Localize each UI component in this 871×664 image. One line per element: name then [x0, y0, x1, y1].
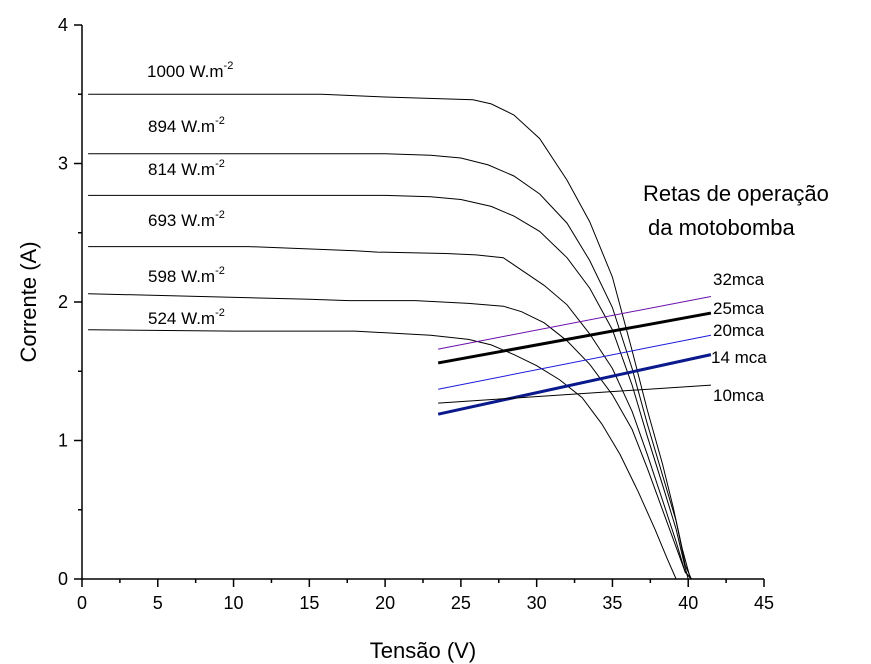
annotation-line-1: Retas de operação	[643, 181, 829, 206]
operation-line-label: 20mca	[713, 321, 765, 340]
y-tick-label: 0	[58, 569, 68, 589]
irradiance-label: 1000 W.m-2	[147, 60, 233, 81]
x-tick-label: 0	[77, 593, 87, 613]
irradiance-label: 598 W.m-2	[148, 265, 225, 286]
operation-line	[438, 334, 712, 390]
operation-line	[438, 295, 712, 350]
operation-lines	[437, 295, 712, 416]
operation-line	[437, 353, 712, 416]
x-axis-title: Tensão (V)	[370, 638, 476, 663]
iv-curve-line	[88, 93, 691, 577]
y-tick-label: 4	[58, 15, 68, 35]
iv-curve-line	[88, 194, 689, 580]
x-tick-label: 45	[754, 593, 774, 613]
y-tick-label: 2	[58, 292, 68, 312]
x-tick-label: 10	[224, 593, 244, 613]
irradiance-label: 524 W.m-2	[148, 307, 225, 328]
y-tick-label: 1	[58, 431, 68, 451]
operation-line-label: 14 mca	[711, 348, 767, 367]
operation-line	[438, 384, 711, 404]
annotation-line-2: da motobomba	[648, 215, 796, 240]
irradiance-label: 894 W.m-2	[148, 115, 225, 136]
iv-curve-line	[88, 293, 692, 580]
iv-curves	[88, 93, 692, 580]
y-axis-title: Corrente (A)	[16, 241, 41, 362]
chart-labels: 1000 W.m-2 894 W.m-2 814 W.m-2 693 W.m-2 598…	[147, 60, 829, 405]
operation-line	[437, 311, 712, 365]
iv-curve-line	[88, 246, 692, 580]
x-tick-label: 25	[451, 593, 471, 613]
x-tick-label: 5	[153, 593, 163, 613]
x-tick-label: 15	[299, 593, 319, 613]
x-tick-label: 20	[375, 593, 395, 613]
operation-line-label: 32mca	[713, 270, 765, 289]
iv-curve-line	[88, 329, 677, 580]
irradiance-label: 814 W.m-2	[148, 158, 225, 179]
x-tick-label: 30	[527, 593, 547, 613]
operation-line-label: 25mca	[713, 299, 765, 318]
operation-line-label: 10mca	[713, 386, 765, 405]
y-tick-label: 3	[58, 154, 68, 174]
x-tick-label: 35	[602, 593, 622, 613]
irradiance-label: 693 W.m-2	[148, 209, 225, 230]
x-tick-label: 40	[678, 593, 698, 613]
iv-curve-line	[88, 153, 692, 580]
axes: 0 5 10 15 20 25 30 35 40 45 0 1 2 3 4 Tensão (V) Corrent…	[16, 15, 774, 663]
